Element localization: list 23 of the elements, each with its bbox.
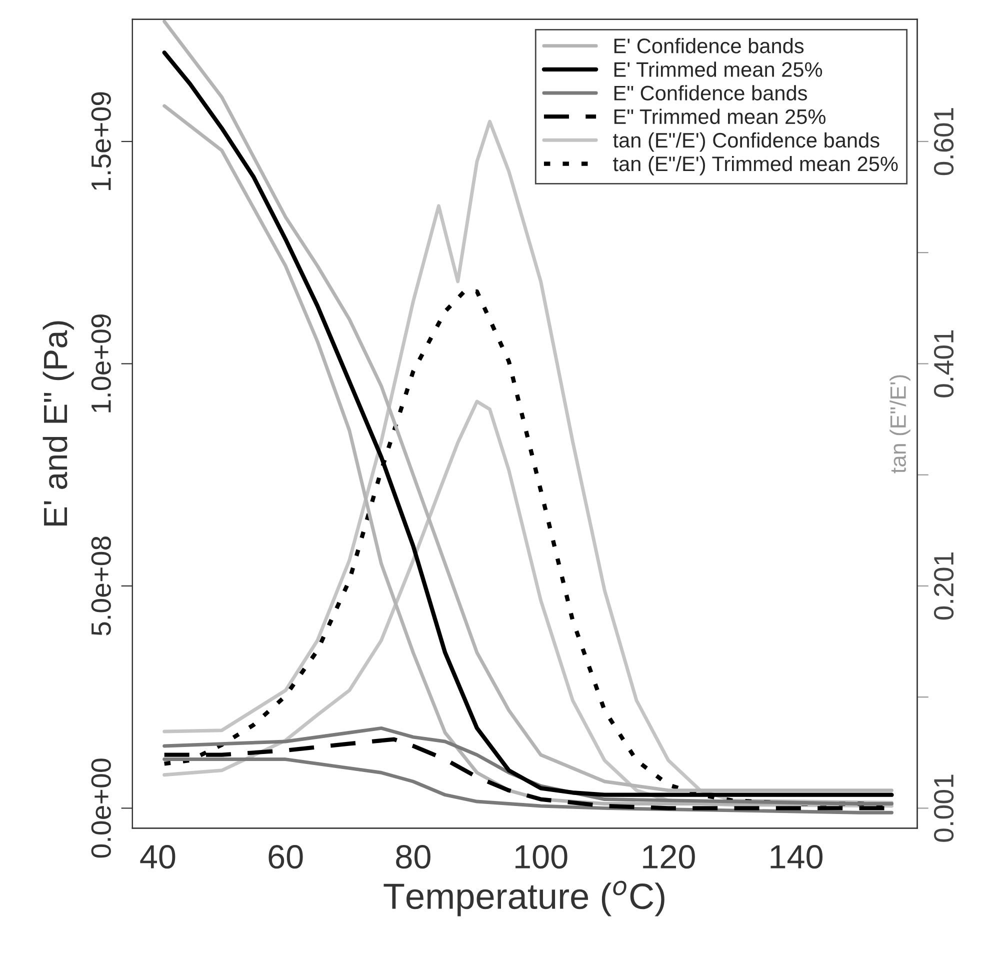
y2-tick-label: 0.001: [934, 774, 954, 842]
x-tick-label: 60: [268, 845, 303, 869]
legend-label: E" Confidence bands: [614, 85, 807, 100]
legend-label: E' Confidence bands: [614, 38, 804, 54]
y2-axis-title: tan (E"/E'): [890, 375, 910, 474]
legend-label: tan (E"/E') Confidence bands: [613, 132, 880, 152]
x-tick-label: 120: [643, 845, 695, 869]
y-tick-label: 1.5e+09: [91, 92, 111, 190]
x-tick-label: 140: [770, 845, 823, 869]
y-tick-label: 0.0e+00: [91, 758, 111, 858]
x-axis-title: Temperature ($^{o}$C): [384, 880, 664, 916]
y-tick-label: 1.0e+09: [91, 314, 111, 412]
y2-tick-label: 0.401: [934, 330, 954, 398]
x-tick-label: 80: [396, 845, 430, 869]
y-tick-label: 5.0e+08: [91, 536, 111, 636]
x-tick-label: 100: [516, 845, 568, 869]
legend-label: tan (E"/E') Trimmed mean 25%: [613, 156, 898, 176]
y-axis-title: E' and E" (Pa): [42, 321, 74, 526]
x-tick-label: 40: [140, 845, 176, 869]
y2-tick-label: 0.201: [934, 552, 954, 620]
legend-label: E' Trimmed mean 25%: [614, 62, 822, 77]
y2-tick-label: 0.601: [934, 108, 954, 176]
legend-label: E" Trimmed mean 25%: [614, 108, 826, 124]
